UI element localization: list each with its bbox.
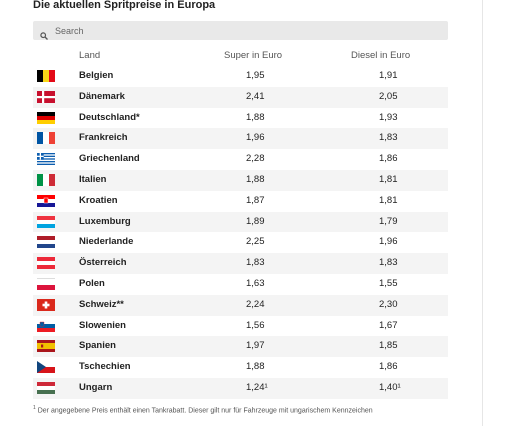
footnote-text: Der angegebene Preis enthält einen Tankr… — [37, 407, 373, 415]
table-row: Polen 1,63 1,55 — [33, 274, 448, 295]
super-price: 1,88 — [246, 111, 265, 123]
fuel-price-card: Die aktuellen Spritpreise in Europa Sear… — [33, 0, 483, 426]
super-price: 1,88 — [246, 361, 265, 373]
diesel-price: 1,91 — [379, 70, 398, 81]
country-name: Luxemburg — [79, 215, 131, 227]
table-row: Luxemburg 1,89 1,79 — [33, 211, 448, 233]
table-row: Ungarn 1,24¹ 1,40¹ — [33, 377, 448, 399]
diesel-price: 2,05 — [379, 90, 398, 102]
flag-nl-icon — [37, 236, 55, 249]
table-row: Schweiz** 2,24 2,30 — [33, 294, 448, 316]
diesel-price: 1,83 — [379, 132, 398, 144]
super-price: 1,56 — [246, 319, 265, 331]
table-row: Niederlande 2,25 1,96 — [33, 232, 448, 253]
flag-lu-icon — [37, 215, 55, 228]
table-row: Kroatien 1,87 1,81 — [33, 191, 448, 212]
super-price: 1,97 — [246, 340, 265, 352]
diesel-price: 1,93 — [379, 111, 398, 123]
flag-pl-icon — [37, 277, 55, 290]
flag-hr-icon — [37, 194, 55, 207]
table-row: Dänemark 2,41 2,05 — [33, 86, 448, 108]
country-name: Schweiz** — [79, 298, 124, 310]
table-row: Italien 1,88 1,81 — [33, 169, 448, 191]
diesel-price: 2,30 — [379, 298, 398, 310]
country-name: Griechenland — [79, 153, 140, 165]
flag-hu-icon — [37, 381, 55, 394]
diesel-price: 1,67 — [379, 319, 398, 331]
country-name: Deutschland* — [79, 111, 140, 123]
flag-cz-icon — [37, 361, 55, 374]
super-price: 1,87 — [246, 194, 265, 206]
diesel-price: 1,81 — [379, 194, 398, 206]
country-name: Niederlande — [79, 236, 134, 248]
table-row: Frankreich 1,96 1,83 — [33, 128, 448, 150]
table-row: Österreich 1,83 1,83 — [33, 253, 448, 274]
flag-gr-icon — [37, 153, 55, 166]
flag-es-icon — [37, 340, 55, 353]
diesel-price: 1,83 — [379, 257, 398, 269]
page-title: Die aktuellen Spritpreise in Europa — [33, 0, 216, 11]
super-price: 1,88 — [246, 173, 265, 185]
country-name: Italien — [79, 173, 107, 185]
column-header-diesel[interactable]: Diesel in Euro — [351, 50, 411, 61]
table-row: Deutschland* 1,88 1,93 — [33, 108, 448, 129]
table-row: Spanien 1,97 1,85 — [33, 336, 448, 358]
diesel-price: 1,85 — [379, 340, 398, 352]
table-row: Slowenien 1,56 1,67 — [33, 316, 448, 337]
super-price: 1,95 — [246, 70, 265, 81]
flag-be-icon — [37, 70, 55, 82]
diesel-price: 1,86 — [379, 361, 398, 373]
table-header: Land Super in Euro Diesel in Euro — [33, 46, 448, 66]
super-price: 2,28 — [246, 153, 265, 165]
column-header-land[interactable]: Land — [79, 50, 101, 61]
column-header-super[interactable]: Super in Euro — [224, 50, 283, 61]
search-input[interactable]: Search — [33, 21, 448, 40]
diesel-price: 1,55 — [379, 277, 398, 289]
super-price: 1,96 — [246, 132, 265, 144]
country-name: Frankreich — [79, 132, 128, 144]
country-name: Tschechien — [79, 361, 131, 373]
country-name: Belgien — [79, 70, 114, 81]
flag-it-icon — [37, 173, 55, 186]
country-name: Polen — [79, 277, 105, 289]
diesel-price: 1,40¹ — [379, 381, 401, 393]
search-icon — [40, 27, 48, 40]
flag-dk-icon — [37, 90, 55, 103]
super-price: 1,24¹ — [246, 381, 268, 393]
flag-de-icon — [37, 111, 55, 124]
country-name: Slowenien — [79, 319, 126, 331]
super-price: 1,89 — [246, 215, 265, 227]
diesel-price: 1,79 — [379, 215, 398, 227]
diesel-price: 1,81 — [379, 173, 398, 185]
diesel-price: 1,86 — [379, 153, 398, 165]
country-name: Kroatien — [79, 194, 118, 206]
country-name: Spanien — [79, 340, 116, 352]
flag-si-icon — [37, 319, 55, 332]
search-placeholder: Search — [55, 25, 84, 36]
country-name: Österreich — [79, 257, 127, 269]
flag-fr-icon — [37, 132, 55, 145]
footnote: 1 Der angegebene Preis enthält einen Tan… — [33, 405, 373, 414]
diesel-price: 1,96 — [379, 236, 398, 248]
flag-ch-icon — [37, 298, 55, 311]
footnote-mark: 1 — [33, 405, 36, 411]
super-price: 2,41 — [246, 90, 265, 102]
super-price: 2,24 — [246, 298, 265, 310]
super-price: 1,83 — [246, 257, 265, 269]
country-name: Dänemark — [79, 90, 125, 102]
table-row: Griechenland 2,28 1,86 — [33, 149, 448, 170]
flag-at-icon — [37, 257, 55, 270]
super-price: 1,63 — [246, 277, 265, 289]
country-name: Ungarn — [79, 381, 113, 393]
table-row: Belgien 1,95 1,91 — [33, 66, 448, 87]
table-body: Belgien 1,95 1,91 Dänemark 2,41 2,05 Deutschla… — [33, 66, 448, 399]
super-price: 2,25 — [246, 236, 265, 248]
table-row: Tschechien 1,88 1,86 — [33, 357, 448, 378]
